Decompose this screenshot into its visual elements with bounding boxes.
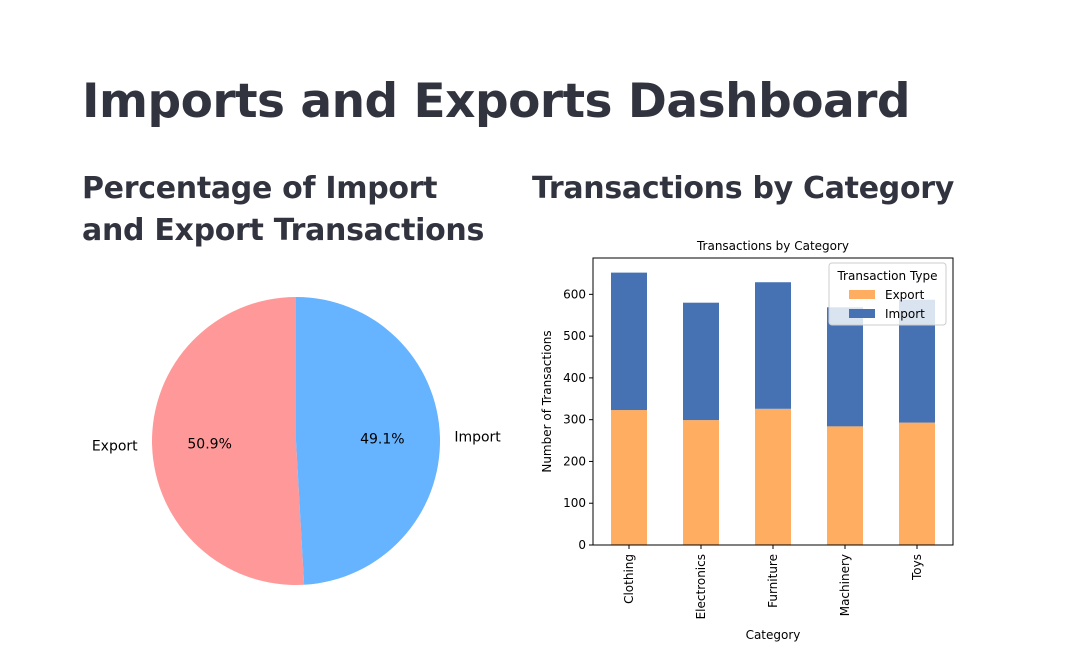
y-axis: 0 100 200 300 400 500 600 [563, 287, 593, 552]
bar-export-machinery [827, 426, 863, 545]
y-tick-label: 200 [563, 454, 586, 468]
legend-swatch-import [849, 309, 875, 318]
bar-section-heading: Transactions by Category [532, 171, 954, 206]
bar-marks [611, 272, 935, 545]
y-tick-label: 600 [563, 287, 586, 301]
legend-swatch-export [849, 290, 875, 299]
bar-export-toys [899, 422, 935, 545]
x-tick-label-toys: Toys [910, 554, 924, 581]
pie-slice-import [296, 297, 441, 585]
page-title: Imports and Exports Dashboard [82, 74, 911, 129]
y-tick-label: 400 [563, 371, 586, 385]
legend-box [828, 262, 947, 326]
bar-export-electronics [683, 420, 719, 545]
plot-frame [592, 257, 954, 546]
legend-label-export: Export [885, 288, 925, 302]
x-tick-label-clothing: Clothing [622, 554, 636, 604]
x-axis-label: Category [746, 628, 801, 642]
y-axis-label: Number of Transactions [540, 330, 554, 472]
bar-import-furniture [755, 282, 791, 409]
y-tick-label: 100 [563, 496, 586, 510]
pie-label-import: Import [454, 430, 501, 446]
y-tick-label: 500 [563, 329, 586, 343]
pie-labels: Export 50.9% Import 49.1% [92, 430, 501, 455]
legend-title: Transaction Type [836, 269, 937, 283]
bar-chart-title: Transactions by Category [696, 239, 849, 253]
pie-percent-export: 50.9% [187, 436, 231, 452]
bar-export-clothing [611, 410, 647, 545]
x-tick-label-machinery: Machinery [838, 554, 852, 616]
x-axis: Clothing Electronics Furniture Machinery Toy… [622, 545, 924, 619]
x-tick-label-furniture: Furniture [766, 554, 780, 608]
bar-import-clothing [611, 272, 647, 411]
pie-section-heading: Percentage of Import and Export Transact… [82, 171, 485, 248]
legend: Transaction Type Export Import [828, 262, 947, 326]
pie-percent-import: 49.1% [360, 432, 404, 448]
legend-label-import: Import [885, 307, 925, 321]
bar-export-furniture [755, 408, 791, 545]
x-tick-label-electronics: Electronics [694, 554, 708, 619]
bar-import-toys [899, 299, 935, 423]
y-tick-label: 300 [563, 413, 586, 427]
bar-import-electronics [683, 302, 719, 421]
pie-slice-export [152, 297, 305, 585]
y-tick-label: 0 [578, 538, 586, 552]
bar-import-machinery [827, 307, 863, 427]
pie-label-export: Export [92, 438, 138, 454]
pie-slices [152, 297, 441, 585]
